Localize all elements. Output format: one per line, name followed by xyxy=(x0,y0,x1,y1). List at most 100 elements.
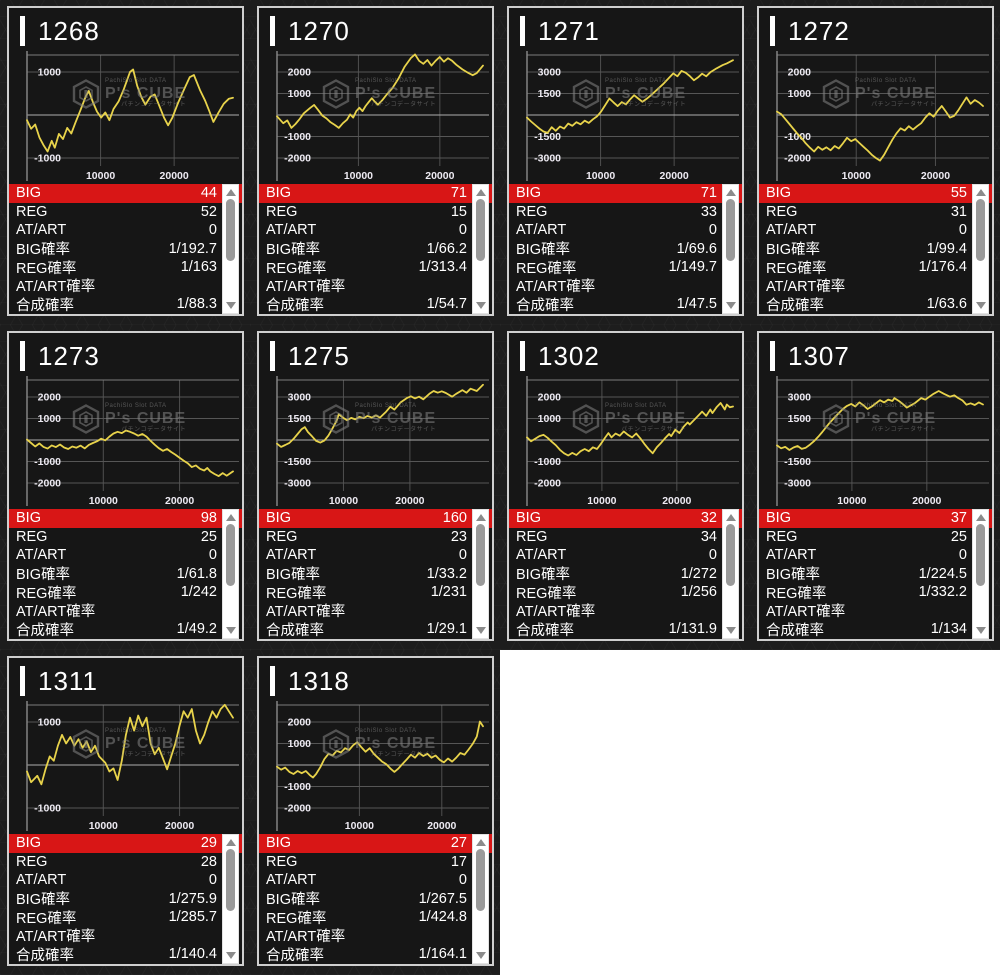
scroll-down-icon[interactable] xyxy=(975,627,986,634)
table-scrollbar[interactable] xyxy=(222,834,239,964)
row-label: REG確率 xyxy=(516,585,577,602)
table-scrollbar[interactable] xyxy=(472,834,489,964)
row-label: BIG確率 xyxy=(766,242,820,259)
table-row: AT/ART確率 xyxy=(9,602,242,620)
table-row: BIG 55 xyxy=(759,184,992,203)
stats-rows: BIG 29 REG 28 AT/ART 0 BIG確率 1/275.9 REG… xyxy=(9,834,242,964)
scroll-up-icon[interactable] xyxy=(225,189,236,196)
scroll-up-icon[interactable] xyxy=(475,839,486,846)
table-scrollbar[interactable] xyxy=(472,184,489,314)
scroll-down-icon[interactable] xyxy=(725,302,736,309)
svg-text:2000: 2000 xyxy=(288,717,312,729)
row-value: 1/140.4 xyxy=(168,946,217,963)
row-value: 0 xyxy=(708,547,717,564)
table-scrollbar[interactable] xyxy=(722,184,739,314)
table-row: REG 31 xyxy=(759,203,992,222)
machine-card[interactable]: 1275 -3000 -1500 1500 3000 10000 20000 PachiS… xyxy=(257,331,494,641)
scrollbar-thumb[interactable] xyxy=(976,199,985,261)
scroll-down-icon[interactable] xyxy=(475,952,486,959)
slump-graph-svg: -1000 1000 10000 20000 xyxy=(26,701,239,832)
card-header: 1302 xyxy=(509,333,742,373)
card-header: 1272 xyxy=(759,8,992,48)
scroll-up-icon[interactable] xyxy=(475,514,486,521)
svg-text:10000: 10000 xyxy=(837,495,866,507)
row-value: 1/164.1 xyxy=(418,946,467,963)
svg-text:1000: 1000 xyxy=(38,413,62,425)
table-row: AT/ART 0 xyxy=(9,871,242,890)
slump-graph: -3000 -1500 1500 3000 10000 20000 PachiSlo Sl… xyxy=(509,48,742,184)
scroll-up-icon[interactable] xyxy=(475,189,486,196)
table-scrollbar[interactable] xyxy=(972,184,989,314)
scroll-down-icon[interactable] xyxy=(225,302,236,309)
scroll-up-icon[interactable] xyxy=(225,514,236,521)
scroll-down-icon[interactable] xyxy=(975,302,986,309)
row-label: REG xyxy=(766,528,798,545)
scrollbar-thumb[interactable] xyxy=(476,849,485,911)
table-scrollbar[interactable] xyxy=(972,509,989,639)
row-value: 1/224.5 xyxy=(918,565,967,582)
row-value: 27 xyxy=(450,835,467,852)
svg-text:-1500: -1500 xyxy=(284,456,311,468)
row-label: AT/ART xyxy=(266,222,317,239)
svg-text:-1000: -1000 xyxy=(284,131,311,143)
slump-graph-svg: -2000 -1000 1000 2000 10000 20000 xyxy=(276,51,489,182)
row-label: AT/ART確率 xyxy=(516,604,596,621)
machine-card[interactable]: 1272 -2000 -1000 1000 2000 10000 20000 PachiS… xyxy=(757,6,994,316)
table-scrollbar[interactable] xyxy=(472,509,489,639)
machine-card[interactable]: 1273 -2000 -1000 1000 2000 10000 20000 PachiS… xyxy=(7,331,244,641)
row-value: 1/313.4 xyxy=(418,259,467,276)
number-accent-bar xyxy=(20,666,25,696)
table-scrollbar[interactable] xyxy=(222,184,239,314)
scrollbar-thumb[interactable] xyxy=(976,524,985,586)
row-value: 55 xyxy=(950,185,967,202)
svg-text:1000: 1000 xyxy=(788,88,812,100)
svg-text:1000: 1000 xyxy=(538,413,562,425)
scroll-up-icon[interactable] xyxy=(975,189,986,196)
scrollbar-thumb[interactable] xyxy=(226,199,235,261)
machine-number: 1271 xyxy=(538,15,600,46)
scrollbar-thumb[interactable] xyxy=(476,524,485,586)
payout-line xyxy=(26,68,234,153)
scroll-down-icon[interactable] xyxy=(475,627,486,634)
table-row: AT/ART確率 xyxy=(759,602,992,620)
slump-graph-svg: -3000 -1500 1500 3000 10000 20000 xyxy=(276,376,489,507)
scrollbar-thumb[interactable] xyxy=(226,849,235,911)
row-label: BIG確率 xyxy=(766,567,820,584)
scroll-up-icon[interactable] xyxy=(725,514,736,521)
scroll-up-icon[interactable] xyxy=(975,514,986,521)
scrollbar-thumb[interactable] xyxy=(476,199,485,261)
scroll-up-icon[interactable] xyxy=(725,189,736,196)
table-scrollbar[interactable] xyxy=(722,509,739,639)
scroll-down-icon[interactable] xyxy=(475,302,486,309)
row-value: 1/424.8 xyxy=(418,909,467,926)
row-label: REG確率 xyxy=(16,260,77,277)
scrollbar-thumb[interactable] xyxy=(726,524,735,586)
svg-text:2000: 2000 xyxy=(288,67,312,79)
svg-text:10000: 10000 xyxy=(842,170,871,182)
scroll-down-icon[interactable] xyxy=(225,627,236,634)
scrollbar-thumb[interactable] xyxy=(226,524,235,586)
machine-card[interactable]: 1268 -1000 1000 10000 20000 PachiSlo Slot D… xyxy=(7,6,244,316)
svg-text:20000: 20000 xyxy=(165,820,194,832)
machine-card[interactable]: 1302 -2000 -1000 1000 2000 10000 20000 PachiS… xyxy=(507,331,744,641)
scroll-down-icon[interactable] xyxy=(725,627,736,634)
table-row: AT/ART確率 xyxy=(509,277,742,295)
row-value: 1/33.2 xyxy=(426,565,467,582)
row-value: 1/231 xyxy=(430,584,467,601)
machine-number: 1275 xyxy=(288,340,350,371)
machine-card[interactable]: 1307 -3000 -1500 1500 3000 10000 20000 PachiS… xyxy=(757,331,994,641)
svg-text:20000: 20000 xyxy=(425,170,454,182)
machine-card[interactable]: 1271 -3000 -1500 1500 3000 10000 20000 PachiS… xyxy=(507,6,744,316)
machine-card[interactable]: 1318 -2000 -1000 1000 2000 10000 20000 PachiS… xyxy=(257,656,494,966)
table-scrollbar[interactable] xyxy=(222,509,239,639)
scroll-up-icon[interactable] xyxy=(225,839,236,846)
row-label: BIG確率 xyxy=(266,242,320,259)
table-row: BIG 32 xyxy=(509,509,742,528)
machine-card[interactable]: 1311 -1000 1000 10000 20000 PachiSlo Slot D… xyxy=(7,656,244,966)
scrollbar-thumb[interactable] xyxy=(726,199,735,261)
stats-table: BIG 27 REG 17 AT/ART 0 BIG確率 1/267.5 REG… xyxy=(259,834,492,964)
scroll-down-icon[interactable] xyxy=(225,952,236,959)
table-row: REG 17 xyxy=(259,853,492,872)
machine-card[interactable]: 1270 -2000 -1000 1000 2000 10000 20000 PachiS… xyxy=(257,6,494,316)
svg-text:20000: 20000 xyxy=(427,820,456,832)
